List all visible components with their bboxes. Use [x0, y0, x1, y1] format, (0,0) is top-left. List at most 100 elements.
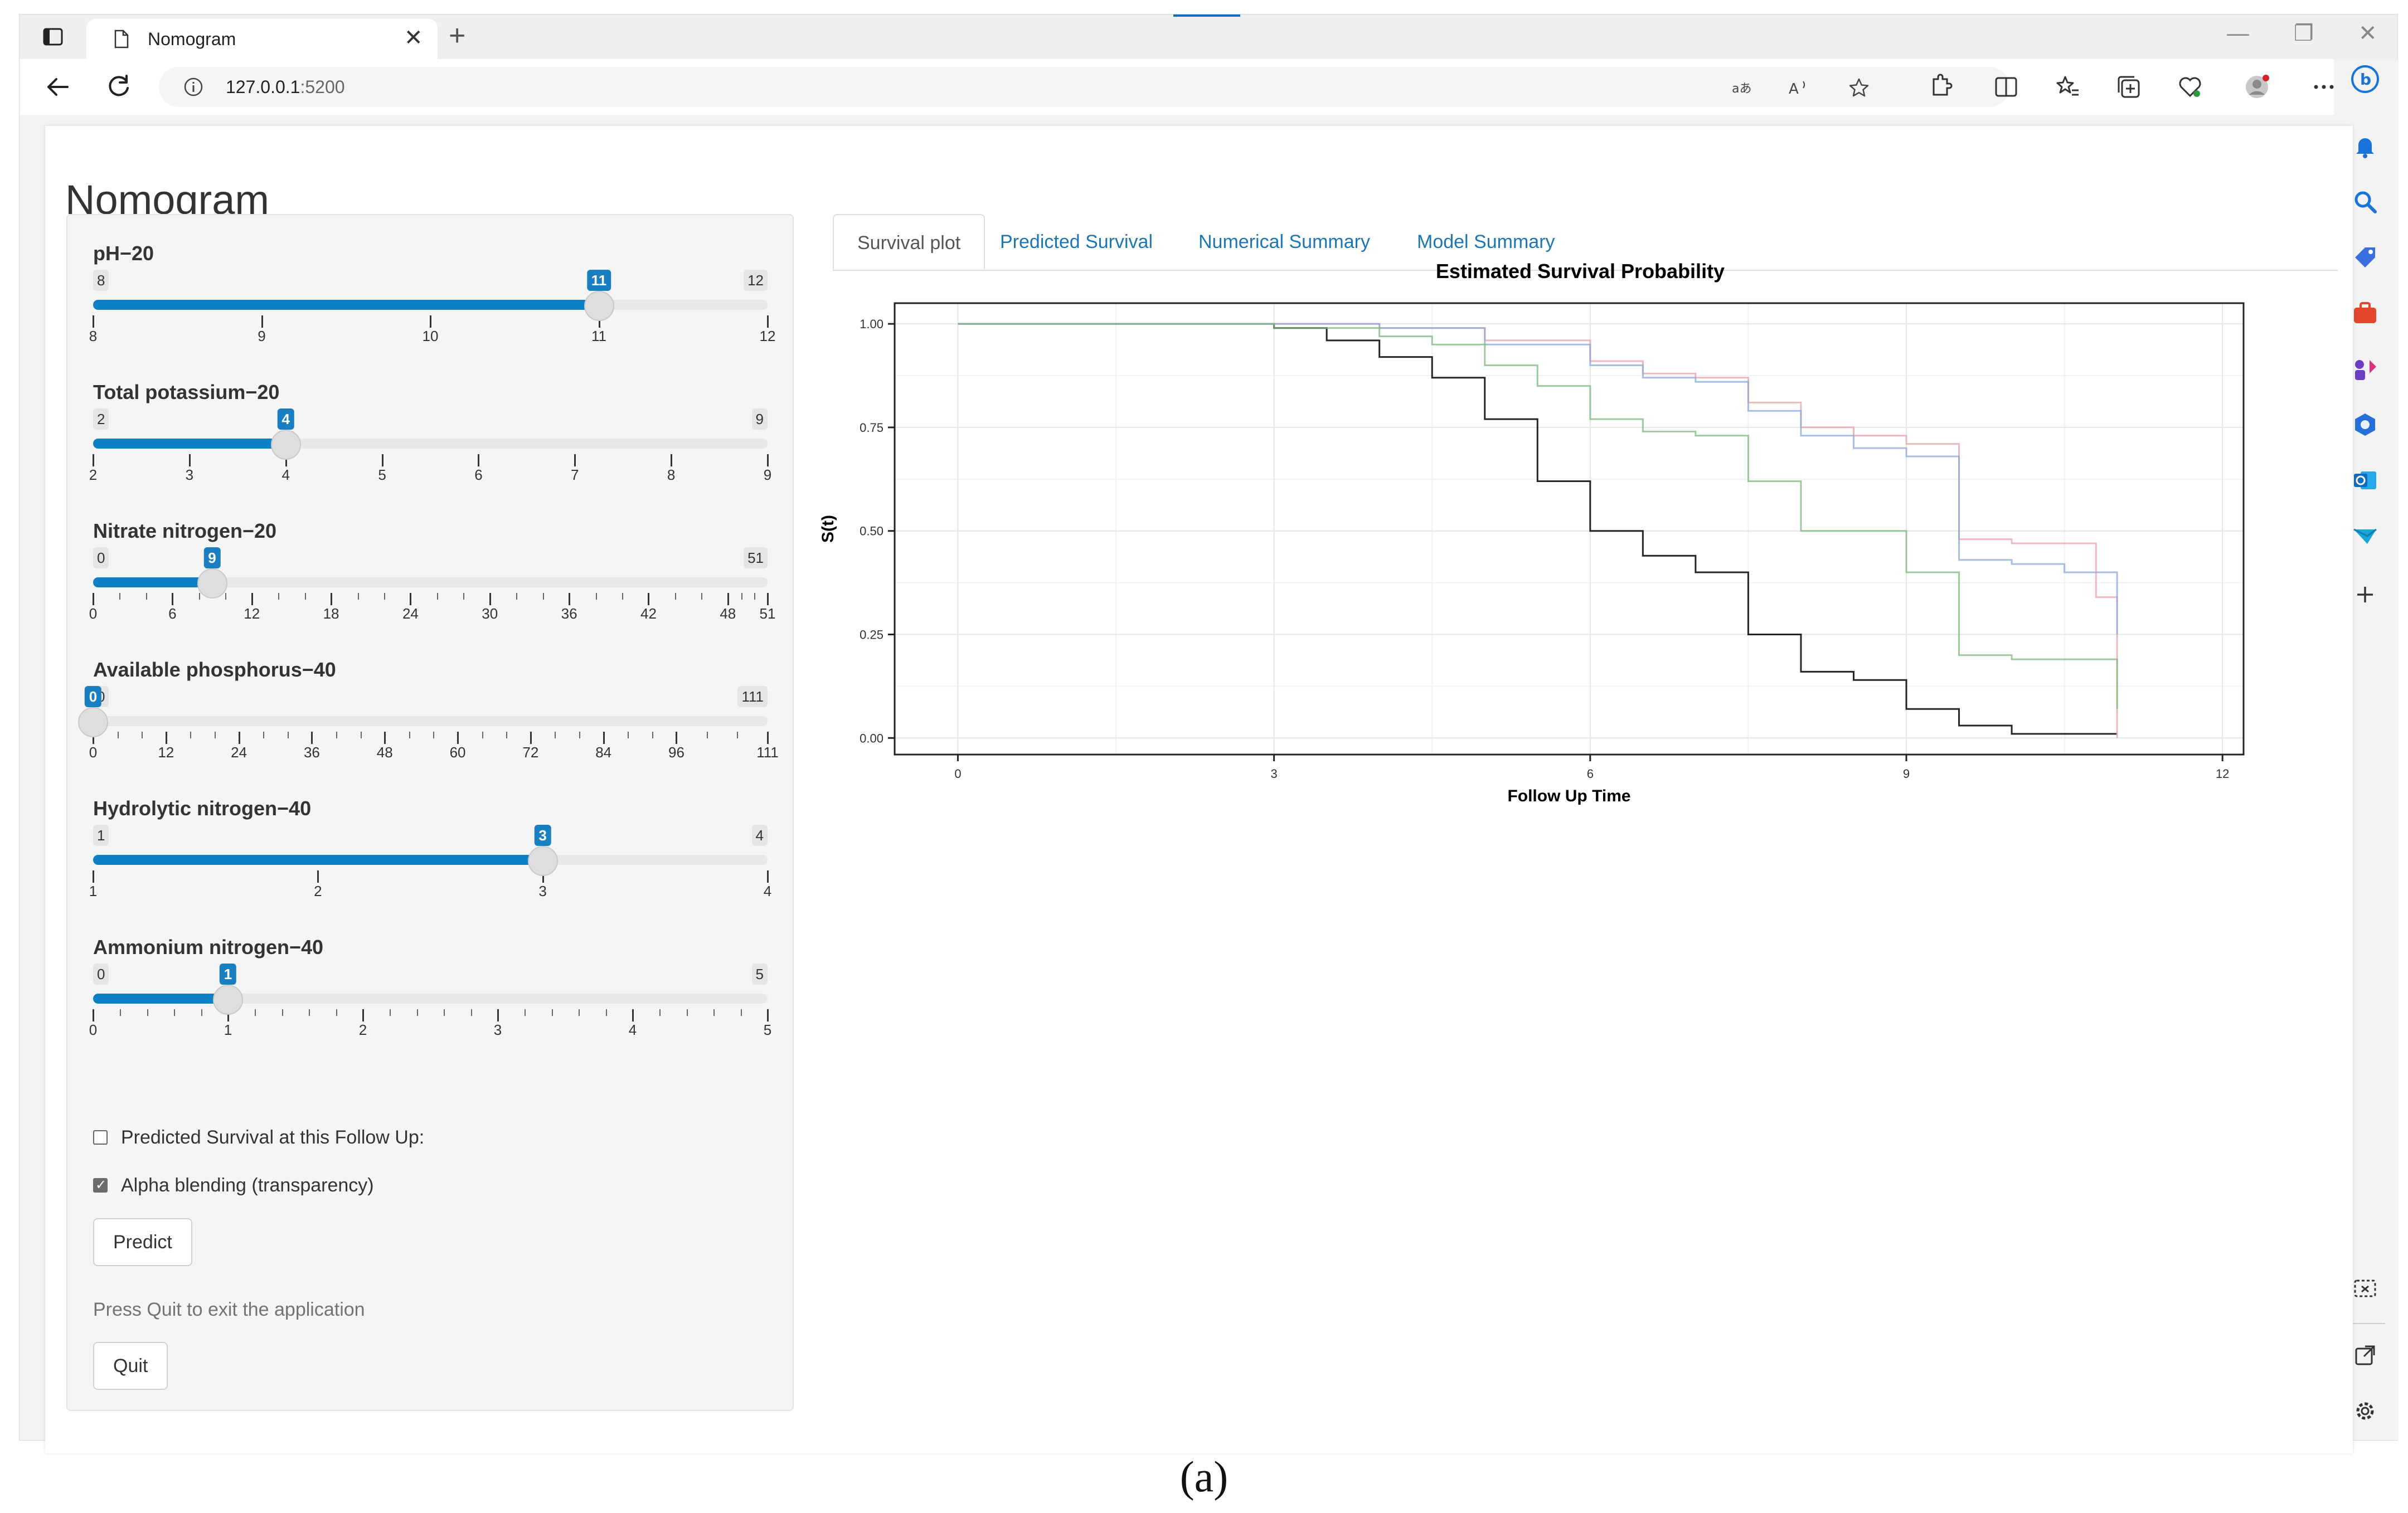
- slider-minor-tick: [741, 593, 742, 600]
- add-sidebar-app-icon[interactable]: [2351, 580, 2380, 609]
- range-slider[interactable]: 2 9 2 3 4 5 6 7 8 9 4: [89, 408, 771, 498]
- survival-curve: [958, 323, 2118, 635]
- address-bar[interactable]: 127.0.0.1:5200 aあ A: [159, 67, 2009, 107]
- browser-essentials-icon[interactable]: [2177, 74, 2203, 100]
- slider-tick: [671, 454, 673, 466]
- extensions-icon[interactable]: [1926, 74, 1953, 100]
- slider-track[interactable]: [93, 994, 768, 1004]
- slider-track[interactable]: [93, 716, 768, 726]
- favorites-icon[interactable]: [2054, 74, 2081, 100]
- sidebar-divider: [2345, 1323, 2385, 1324]
- slider-tick: [238, 732, 240, 744]
- favorite-star-icon[interactable]: [1848, 77, 1870, 99]
- range-slider[interactable]: 8 12 8 9 10 11 12 11: [89, 270, 775, 359]
- slider-tick: [384, 732, 386, 744]
- survival-chart: 0 3 6 9 12 0.00 0.25 0.50 0.75 1.00 Follow Up Time…: [819, 302, 2245, 805]
- slider-handle[interactable]: [584, 291, 614, 321]
- slider-handle[interactable]: [78, 707, 108, 737]
- refresh-icon[interactable]: [103, 71, 134, 103]
- tab-actions-icon[interactable]: [42, 26, 64, 48]
- slider-tick: [261, 315, 263, 328]
- open-external-icon[interactable]: [2351, 1341, 2380, 1370]
- slider-tick: [767, 315, 769, 328]
- slider-tick-label: 3: [493, 1021, 502, 1038]
- new-tab-button[interactable]: +: [449, 20, 466, 52]
- slider-track[interactable]: [93, 577, 768, 587]
- slider-tick-label: 12: [158, 744, 174, 761]
- slider-fill: [93, 439, 286, 449]
- tab-model-summary[interactable]: Model Summary: [1417, 231, 1555, 252]
- drop-send-icon[interactable]: [2351, 522, 2380, 551]
- slider-minor-tick: [470, 1009, 472, 1016]
- outlook-icon[interactable]: [2351, 466, 2380, 495]
- slider-tick: [381, 454, 383, 466]
- microsoft-365-icon[interactable]: [2351, 410, 2380, 439]
- copilot-icon[interactable]: b: [2351, 65, 2380, 94]
- slider-minor-tick: [628, 732, 629, 738]
- svg-text:aあ: aあ: [1732, 82, 1751, 96]
- slider-minor-tick: [506, 732, 508, 738]
- slider-tick-label: 6: [474, 466, 483, 483]
- range-slider[interactable]: 1 4 1 2 3 4 3: [89, 825, 771, 914]
- plot-frame: [894, 302, 2245, 756]
- slider-tick: [569, 593, 571, 605]
- slider-minor-tick: [686, 1009, 688, 1016]
- slider-fill: [93, 577, 212, 587]
- slider-minor-tick: [516, 593, 518, 600]
- tab-numerical-summary[interactable]: Numerical Summary: [1198, 231, 1370, 252]
- tools-briefcase-icon[interactable]: [2351, 299, 2380, 328]
- screenshot-icon[interactable]: [2351, 1274, 2380, 1303]
- slider-minor-tick: [701, 593, 703, 600]
- slider-handle[interactable]: [527, 846, 558, 876]
- x-tick-label: 0: [954, 767, 961, 781]
- restore-button[interactable]: ❐: [2294, 21, 2314, 46]
- slider-tick: [251, 593, 253, 605]
- translate-icon[interactable]: aあ: [1731, 77, 1753, 99]
- tab-predicted-survival[interactable]: Predicted Survival: [1000, 231, 1153, 252]
- slider-tick: [93, 1009, 94, 1021]
- more-options-icon[interactable]: [2310, 74, 2337, 100]
- input-sidebar-panel: pH−20 8 12 8 9 10 11 12 11 Total potassium−20 2 9 2 3…: [66, 214, 794, 1411]
- slider-minor-tick: [659, 1009, 661, 1016]
- slider-tick: [632, 1009, 634, 1021]
- slider-tick-label: 42: [640, 605, 657, 622]
- quit-button[interactable]: Quit: [93, 1342, 168, 1390]
- slider-tick: [497, 1009, 499, 1021]
- profile-avatar-icon[interactable]: [2244, 74, 2270, 100]
- slider-handle[interactable]: [270, 430, 301, 460]
- slider-min-label: 0: [93, 964, 109, 985]
- predict-button[interactable]: Predict: [93, 1218, 192, 1266]
- site-info-icon[interactable]: [183, 77, 203, 97]
- predicted-followup-checkbox[interactable]: [93, 1130, 108, 1145]
- slider-value-bubble: 4: [277, 408, 294, 430]
- slider-handle[interactable]: [197, 568, 227, 599]
- slider-tick: [598, 315, 600, 328]
- minimize-button[interactable]: —: [2227, 21, 2249, 46]
- slider-tick-label: 48: [376, 744, 393, 761]
- alpha-blending-checkbox[interactable]: [93, 1177, 108, 1193]
- slider-minor-tick: [542, 593, 544, 600]
- range-slider[interactable]: 0 5 0 1 2 3 4 5 1: [89, 964, 771, 1053]
- read-aloud-icon[interactable]: A: [1786, 77, 1809, 99]
- slider-tick: [430, 315, 431, 328]
- slider-tick-label: 3: [185, 466, 194, 483]
- settings-gear-icon[interactable]: [2351, 1397, 2380, 1426]
- tab-survival-plot[interactable]: Survival plot: [833, 214, 985, 270]
- slider-minor-tick: [754, 593, 756, 600]
- range-slider[interactable]: 0 51 0 6 12 18 24 30 36 42 48 51 9: [89, 547, 775, 636]
- games-icon[interactable]: [2351, 354, 2380, 383]
- notifications-bell-icon[interactable]: [2351, 132, 2380, 160]
- collections-icon[interactable]: [2115, 74, 2142, 100]
- back-arrow-icon[interactable]: [42, 71, 73, 103]
- split-screen-icon[interactable]: [1993, 74, 2019, 100]
- slider-fill: [93, 855, 543, 865]
- browser-tab[interactable]: Nomogram ✕: [86, 19, 438, 59]
- slider-tick: [478, 454, 480, 466]
- close-window-button[interactable]: ✕: [2358, 21, 2377, 46]
- slider-handle[interactable]: [213, 985, 243, 1015]
- close-tab-icon[interactable]: ✕: [404, 26, 423, 50]
- url-text[interactable]: 127.0.0.1:5200: [226, 77, 345, 98]
- shopping-tag-icon[interactable]: [2351, 243, 2380, 272]
- search-icon[interactable]: [2351, 187, 2380, 216]
